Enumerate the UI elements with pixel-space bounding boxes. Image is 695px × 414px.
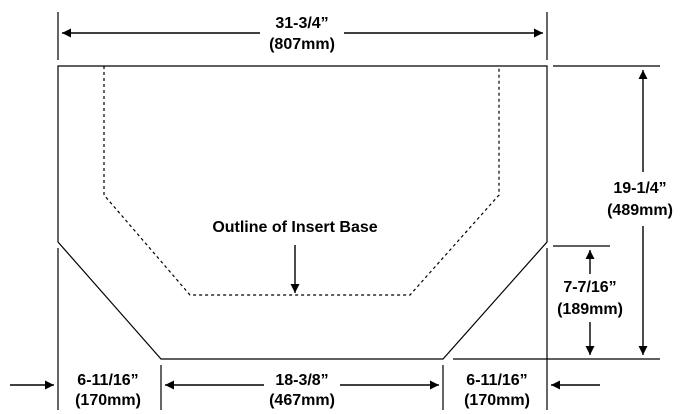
insert-base-outline [103,66,500,296]
dimension-label: (489mm) [607,202,673,219]
counter-outline [57,65,548,360]
dimension-label: 6-11/16” [77,372,138,389]
dimension-label: (189mm) [557,301,623,318]
annotation-label: Outline of Insert Base [212,219,377,236]
dimension-label: 31-3/4” [275,15,328,32]
dimension-label: 18-3/8” [275,372,328,389]
dimension-label: (467mm) [269,392,335,409]
dimension-label: (807mm) [269,36,335,53]
dimension-label: 6-11/16” [466,372,527,389]
dimension-label: 19-1/4” [613,180,666,197]
dimension-label: (170mm) [75,392,141,409]
dimension-label: 7-7/16” [563,279,616,296]
dimension-label: (170mm) [464,392,530,409]
